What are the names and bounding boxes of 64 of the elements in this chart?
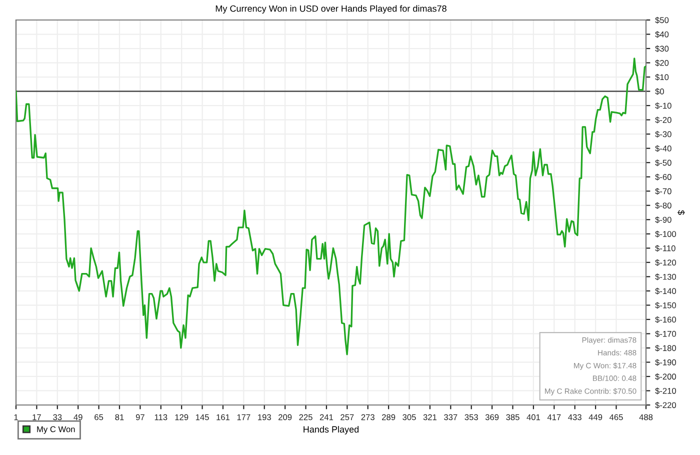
y-tick-label: $-220 — [655, 402, 676, 409]
line-series — [16, 58, 646, 356]
x-tick-label: 113 — [154, 414, 168, 420]
x-tick-label: 417 — [547, 414, 561, 420]
y-tick-label: $30 — [655, 45, 669, 52]
x-tick-label: 449 — [588, 414, 602, 420]
y-tick-label: $-100 — [655, 230, 676, 238]
y-tick-label: $-150 — [655, 302, 676, 309]
x-tick-label: 1 — [14, 414, 18, 420]
y-tick-label: $-210 — [655, 388, 676, 394]
x-tick-label: 273 — [361, 414, 374, 420]
y-tick-label: $-30 — [655, 130, 672, 138]
y-tick-label: $-90 — [655, 216, 672, 224]
chart-title: My Currency Won in USD over Hands Played for dimas78 — [216, 5, 446, 14]
y-tick-label: $-10 — [655, 102, 672, 110]
y-tick-label: $-110 — [655, 245, 676, 252]
x-tick-label: 385 — [506, 414, 520, 420]
y-tick-label: $-50 — [655, 159, 672, 166]
x-tick-label: 433 — [568, 414, 582, 420]
x-tick-label: 161 — [216, 414, 230, 420]
x-tick-label: 488 — [639, 414, 653, 420]
y-tick-label: $-70 — [655, 188, 672, 195]
x-tick-label: 257 — [340, 414, 354, 420]
x-tick-label: 33 — [53, 414, 62, 420]
x-tick-label: 353 — [464, 414, 478, 420]
y-tick-label: $-130 — [655, 274, 676, 280]
y-tick-label: $-140 — [655, 288, 676, 295]
y-tick-label: $10 — [655, 74, 669, 81]
y-tick-label: $-120 — [655, 259, 676, 266]
x-tick-label: 65 — [94, 414, 104, 420]
x-tick-label: 97 — [136, 414, 144, 420]
x-tick-label: 321 — [423, 414, 437, 420]
x-axis-title: Hands Played — [304, 426, 359, 434]
y-tick-label: $20 — [655, 60, 669, 66]
y-tick-label: $50 — [655, 16, 669, 24]
y-tick-label: $-190 — [655, 359, 676, 366]
x-tick-label: 49 — [74, 414, 82, 420]
x-tick-label: 289 — [382, 414, 396, 420]
x-tick-label: 401 — [526, 414, 540, 420]
y-tick-label: $-80 — [655, 202, 672, 209]
y-tick-label: $-40 — [655, 145, 672, 152]
legend-label: My C Won — [37, 426, 75, 434]
y-tick-label: $-160 — [655, 316, 676, 324]
x-tick-label: 193 — [258, 414, 271, 420]
x-tick-label: 369 — [485, 414, 499, 420]
y-tick-label: $40 — [655, 31, 669, 38]
y-tick-label: $-20 — [655, 116, 672, 124]
y-tick-label: $-200 — [655, 373, 676, 380]
y-axis-title: $ — [678, 210, 685, 215]
x-tick-label: 337 — [444, 414, 458, 420]
x-tick-label: 145 — [196, 414, 209, 420]
x-tick-label: 465 — [609, 414, 623, 420]
x-tick-label: 177 — [237, 414, 250, 420]
y-tick-label: $-60 — [655, 174, 672, 180]
x-tick-label: 17 — [32, 414, 41, 420]
x-tick-label: 225 — [299, 414, 312, 420]
y-tick-label: $0 — [655, 88, 664, 95]
x-tick-label: 241 — [320, 414, 334, 420]
x-tick-label: 305 — [402, 414, 416, 420]
x-tick-label: 129 — [175, 414, 188, 420]
y-tick-label: $-170 — [655, 330, 676, 338]
y-tick-label: $-180 — [655, 344, 676, 352]
x-tick-label: 81 — [115, 414, 124, 420]
x-tick-label: 209 — [278, 414, 292, 420]
